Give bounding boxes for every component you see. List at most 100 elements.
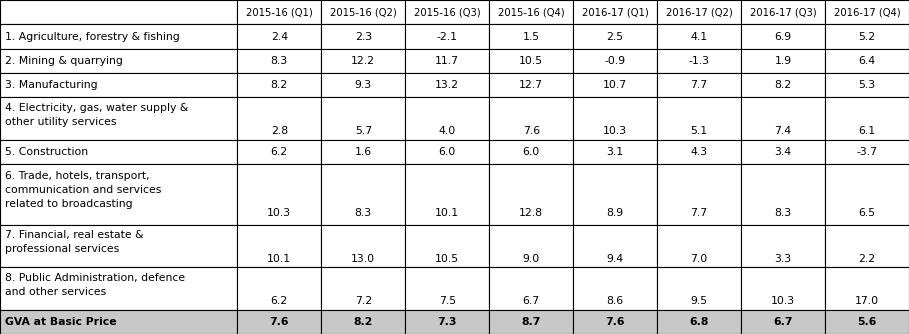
Text: 6.2: 6.2 [271,296,288,306]
Bar [741,267,825,310]
Text: 6.0: 6.0 [523,147,540,157]
Text: professional services: professional services [5,244,120,254]
Text: 7.3: 7.3 [437,317,457,327]
Bar [825,24,909,49]
Text: 6.2: 6.2 [271,147,288,157]
Bar [741,164,825,225]
Text: 5.1: 5.1 [691,127,708,136]
Bar [0,24,237,49]
Text: 4. Electricity, gas, water supply &: 4. Electricity, gas, water supply & [5,103,189,113]
Text: 7.7: 7.7 [691,208,708,218]
Bar [0,310,237,334]
Bar [321,98,405,140]
Bar [574,267,657,310]
Bar [574,310,657,334]
Bar [825,0,909,24]
Bar [237,73,321,98]
Text: 8.3: 8.3 [271,56,288,66]
Bar [321,310,405,334]
Bar [237,0,321,24]
Text: 13.0: 13.0 [351,254,375,264]
Text: communication and services: communication and services [5,185,162,195]
Text: 8. Public Administration, defence: 8. Public Administration, defence [5,273,185,283]
Text: 9.0: 9.0 [523,254,540,264]
Bar [741,73,825,98]
Text: 8.2: 8.2 [774,80,792,90]
Bar [489,267,574,310]
Text: 12.8: 12.8 [519,208,544,218]
Text: 7.6: 7.6 [523,127,540,136]
Text: 7.0: 7.0 [691,254,708,264]
Bar [825,164,909,225]
Bar [574,73,657,98]
Bar [489,49,574,73]
Bar [489,164,574,225]
Text: 11.7: 11.7 [435,56,459,66]
Text: 1.5: 1.5 [523,31,540,41]
Bar [489,225,574,267]
Text: 2016-17 (Q4): 2016-17 (Q4) [834,7,900,17]
Bar [825,98,909,140]
Text: 5. Construction: 5. Construction [5,147,88,157]
Text: 6.5: 6.5 [858,208,875,218]
Text: 4.1: 4.1 [691,31,708,41]
Text: 10.3: 10.3 [603,127,627,136]
Text: 5.2: 5.2 [858,31,875,41]
Text: 10.5: 10.5 [519,56,544,66]
Bar [574,24,657,49]
Bar [657,225,741,267]
Bar [405,24,489,49]
Text: GVA at Basic Price: GVA at Basic Price [5,317,117,327]
Text: 6.0: 6.0 [439,147,455,157]
Bar [321,225,405,267]
Text: 6.7: 6.7 [523,296,540,306]
Bar [489,310,574,334]
Bar [741,49,825,73]
Text: 2015-16 (Q4): 2015-16 (Q4) [498,7,564,17]
Text: 5.3: 5.3 [858,80,875,90]
Bar [405,49,489,73]
Text: 9.3: 9.3 [355,80,372,90]
Bar [825,310,909,334]
Text: 9.5: 9.5 [691,296,708,306]
Bar [405,310,489,334]
Bar [741,140,825,164]
Bar [0,225,237,267]
Bar [657,164,741,225]
Bar [574,140,657,164]
Bar [489,73,574,98]
Text: 5.7: 5.7 [355,127,372,136]
Text: 9.4: 9.4 [606,254,624,264]
Text: 2016-17 (Q2): 2016-17 (Q2) [665,7,733,17]
Text: 6.1: 6.1 [858,127,875,136]
Bar [237,24,321,49]
Text: 10.7: 10.7 [603,80,627,90]
Bar [405,98,489,140]
Text: 6.9: 6.9 [774,31,792,41]
Bar [405,225,489,267]
Bar [657,24,741,49]
Text: 10.1: 10.1 [435,208,459,218]
Bar [405,140,489,164]
Text: 8.2: 8.2 [271,80,288,90]
Text: 3. Manufacturing: 3. Manufacturing [5,80,98,90]
Text: 2.5: 2.5 [606,31,624,41]
Text: 3.3: 3.3 [774,254,792,264]
Text: 17.0: 17.0 [855,296,879,306]
Text: 2. Mining & quarrying: 2. Mining & quarrying [5,56,124,66]
Text: 1. Agriculture, forestry & fishing: 1. Agriculture, forestry & fishing [5,31,180,41]
Bar [237,267,321,310]
Text: 2016-17 (Q1): 2016-17 (Q1) [582,7,648,17]
Bar [321,0,405,24]
Bar [0,267,237,310]
Text: 10.1: 10.1 [267,254,292,264]
Text: 6.8: 6.8 [689,317,709,327]
Text: -0.9: -0.9 [604,56,625,66]
Text: 7.7: 7.7 [691,80,708,90]
Bar [405,164,489,225]
Text: 7.2: 7.2 [355,296,372,306]
Bar [574,49,657,73]
Text: 2015-16 (Q3): 2015-16 (Q3) [414,7,481,17]
Bar [0,49,237,73]
Bar [657,310,741,334]
